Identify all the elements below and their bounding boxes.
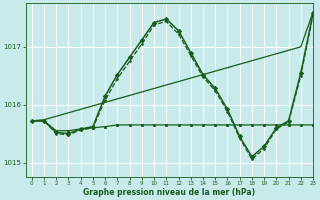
X-axis label: Graphe pression niveau de la mer (hPa): Graphe pression niveau de la mer (hPa): [83, 188, 255, 197]
